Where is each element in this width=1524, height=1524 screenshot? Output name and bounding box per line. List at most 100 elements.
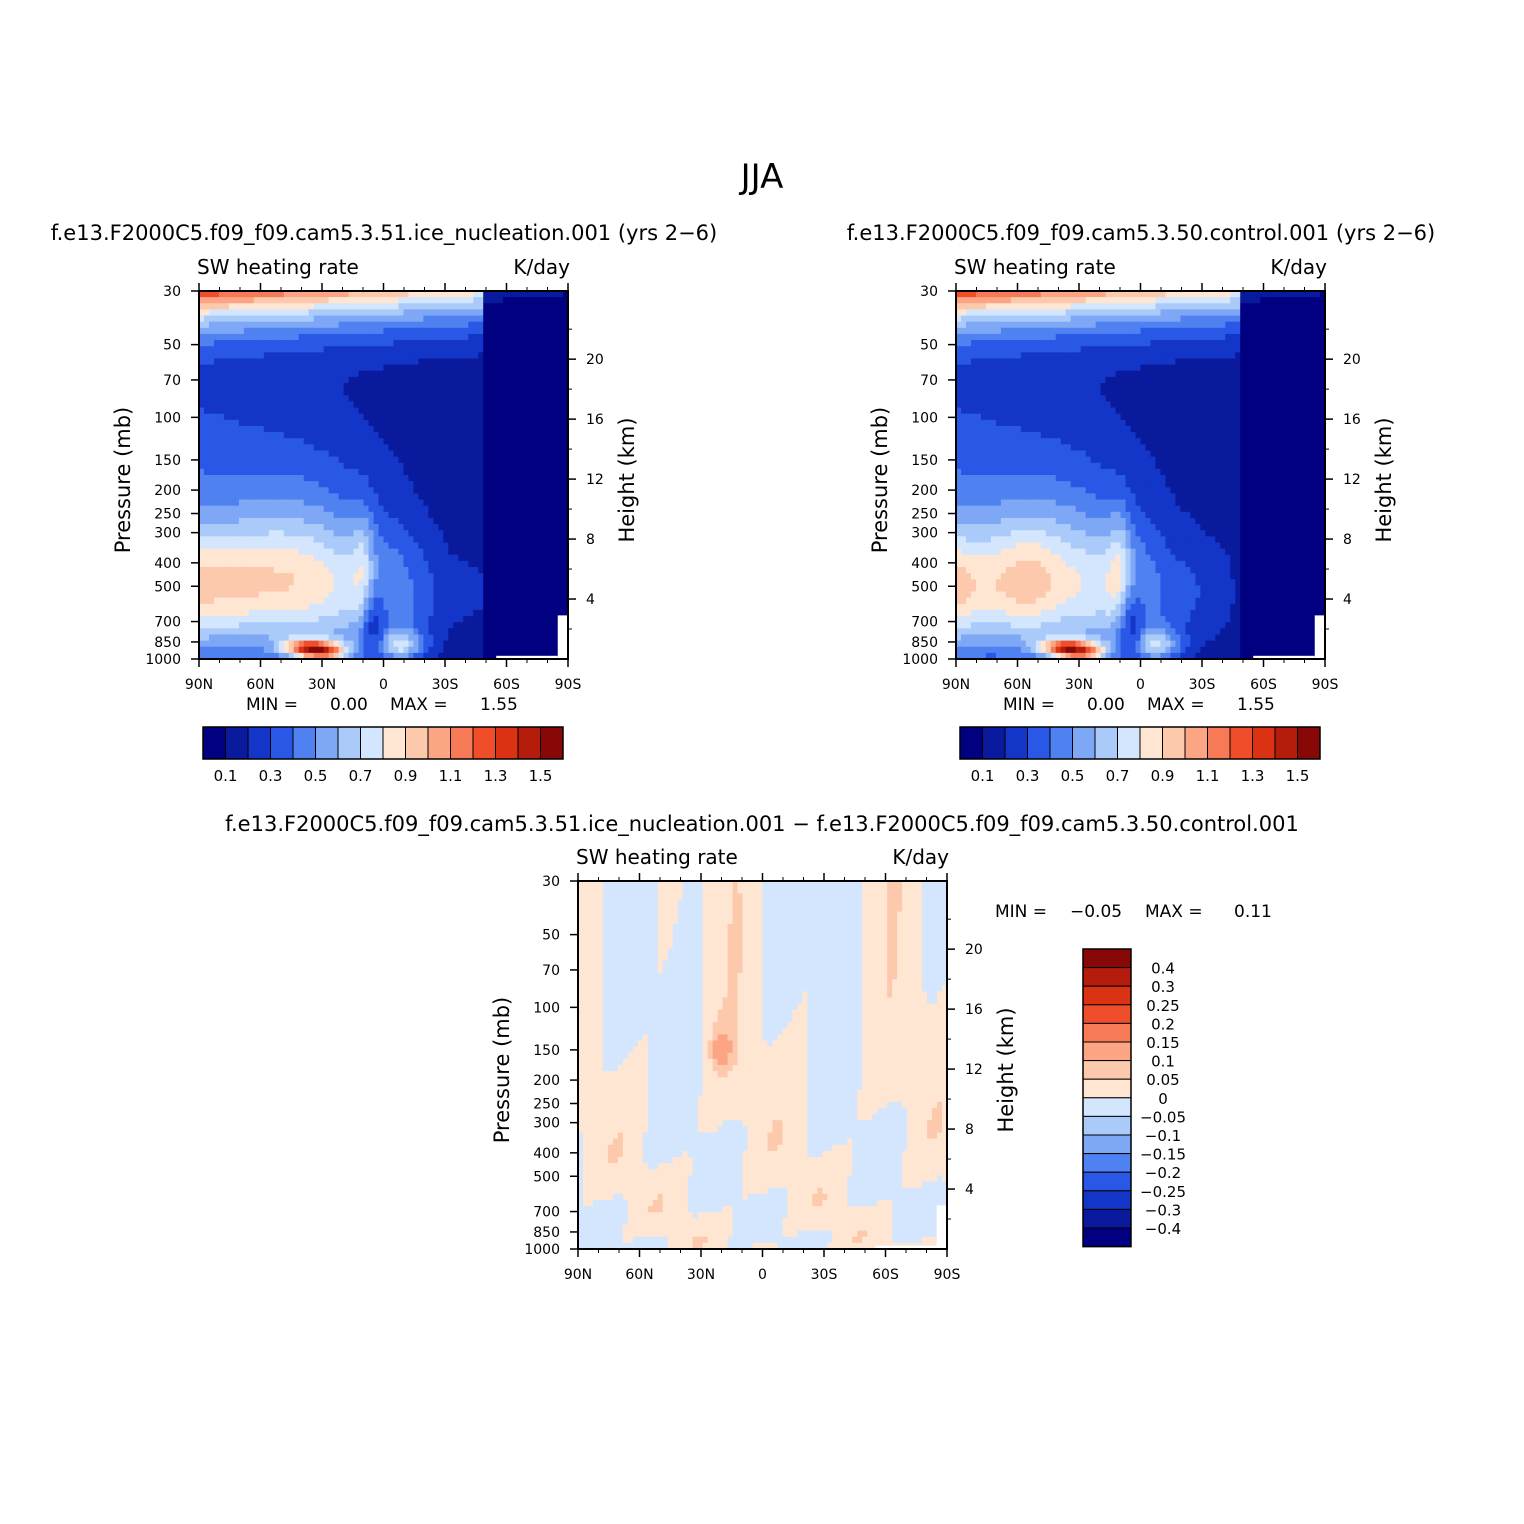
field-cell: [433, 438, 439, 445]
field-cell: [538, 603, 544, 611]
field-cell: [408, 450, 415, 458]
field-cell: [398, 634, 405, 642]
field-cell: [338, 303, 345, 310]
field-cell: [488, 346, 494, 353]
field-cell: [263, 407, 270, 415]
field-cell: [223, 462, 230, 470]
field-cell: [213, 603, 220, 611]
field-cell: [268, 622, 275, 629]
field-cell: [428, 524, 434, 531]
field-cell: [453, 597, 459, 605]
field-cell: [518, 554, 524, 562]
field-cell: [488, 634, 494, 642]
field-cell: [283, 536, 290, 544]
field-cell: [458, 554, 464, 562]
field-cell: [263, 340, 270, 347]
field-cell: [263, 603, 270, 611]
field-cell: [333, 493, 340, 501]
field-cell: [313, 462, 320, 470]
field-cell: [413, 358, 420, 366]
field-cell: [960, 530, 967, 537]
field-cell: [975, 560, 982, 568]
field-cell: [238, 395, 245, 402]
field-cell: [453, 432, 459, 439]
field-cell: [956, 389, 962, 396]
field-cell: [458, 542, 464, 550]
field-cell: [328, 530, 335, 537]
field-cell: [985, 352, 992, 360]
field-cell: [960, 462, 967, 470]
field-cell: [533, 505, 539, 513]
field-cell: [268, 303, 275, 310]
field-cell: [393, 505, 400, 513]
field-cell: [368, 432, 375, 439]
field-cell: [428, 475, 434, 482]
field-cell: [263, 591, 270, 599]
field-cell: [328, 487, 335, 494]
field-cell: [318, 652, 325, 659]
field-cell: [313, 640, 320, 648]
field-cell: [388, 291, 395, 298]
field-cell: [518, 401, 524, 409]
field-cell: [243, 517, 250, 525]
field-cell: [268, 499, 275, 507]
field-cell: [483, 475, 489, 482]
field-cell: [348, 425, 355, 433]
field-cell: [228, 401, 235, 409]
field-cell: [468, 475, 474, 482]
field-cell: [438, 303, 444, 310]
field-cell: [258, 401, 265, 409]
field-cell: [956, 536, 962, 544]
field-cell: [508, 499, 514, 507]
field-cell: [518, 333, 524, 341]
field-cell: [333, 444, 340, 452]
field-cell: [423, 579, 429, 586]
field-cell: [208, 327, 215, 335]
field-cell: [408, 603, 415, 611]
field-cell: [248, 303, 255, 310]
field-cell: [553, 603, 559, 611]
field-cell: [248, 370, 255, 378]
field-cell: [985, 475, 992, 482]
field-cell: [533, 597, 539, 605]
field-cell: [563, 364, 568, 372]
field-cell: [253, 603, 260, 611]
field-cell: [558, 401, 564, 409]
field-cell: [528, 352, 534, 360]
field-cell: [960, 352, 967, 360]
field-cell: [388, 297, 395, 304]
field-cell: [278, 652, 285, 659]
field-cell: [558, 340, 564, 347]
field-cell: [478, 425, 484, 433]
field-cell: [343, 462, 350, 470]
field-cell: [278, 297, 285, 304]
field-cell: [463, 603, 469, 611]
field-cell: [378, 291, 385, 298]
field-cell: [338, 340, 345, 347]
field-cell: [398, 419, 405, 427]
field-cell: [333, 456, 340, 464]
field-cell: [223, 536, 230, 544]
field-cell: [318, 364, 325, 372]
field-cell: [243, 560, 250, 568]
field-cell: [493, 370, 499, 378]
field-cell: [203, 499, 210, 507]
field-cell: [343, 560, 350, 568]
field-cell: [268, 640, 275, 648]
field-cell: [980, 370, 987, 378]
field-cell: [383, 450, 390, 458]
field-cell: [498, 646, 504, 654]
field-cell: [238, 462, 245, 470]
field-cell: [218, 346, 225, 353]
field-cell: [448, 628, 454, 636]
field-cell: [488, 487, 494, 494]
field-cell: [278, 567, 285, 574]
field-cell: [960, 419, 967, 427]
field-cell: [238, 579, 245, 586]
field-cell: [548, 383, 554, 390]
field-cell: [553, 462, 559, 470]
field-cell: [368, 309, 375, 317]
field-cell: [438, 425, 444, 433]
field-cell: [308, 444, 315, 452]
field-cell: [243, 542, 250, 550]
